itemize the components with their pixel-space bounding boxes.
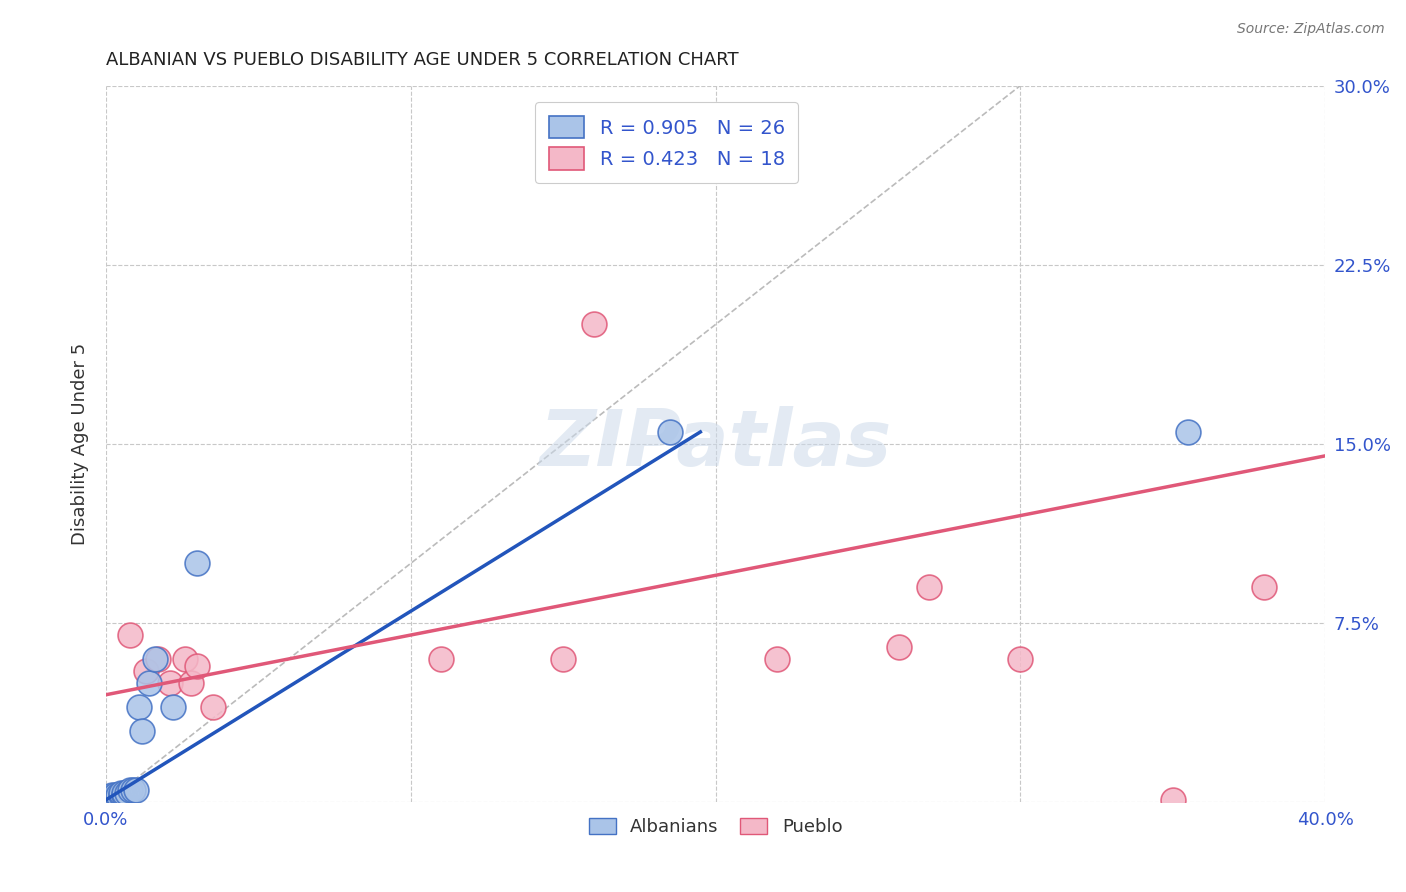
- Point: [110, 786, 132, 800]
- Point: [104, 790, 127, 805]
- Point: [1253, 580, 1275, 594]
- Point: [430, 652, 453, 666]
- Point: [112, 788, 135, 802]
- Point: [135, 664, 157, 678]
- Point: [107, 793, 129, 807]
- Point: [117, 786, 139, 800]
- Point: [131, 723, 153, 738]
- Point: [97, 793, 120, 807]
- Point: [112, 786, 135, 800]
- Point: [918, 580, 941, 594]
- Point: [138, 675, 160, 690]
- Point: [1161, 793, 1184, 807]
- Point: [101, 790, 124, 805]
- Point: [1177, 425, 1199, 439]
- Point: [101, 788, 124, 802]
- Point: [582, 318, 605, 332]
- Text: Source: ZipAtlas.com: Source: ZipAtlas.com: [1237, 22, 1385, 37]
- Point: [122, 783, 145, 797]
- Text: ALBANIAN VS PUEBLO DISABILITY AGE UNDER 5 CORRELATION CHART: ALBANIAN VS PUEBLO DISABILITY AGE UNDER …: [105, 51, 738, 69]
- Point: [143, 652, 166, 666]
- Point: [107, 790, 129, 805]
- Point: [201, 699, 224, 714]
- Point: [553, 652, 575, 666]
- Point: [120, 783, 142, 797]
- Point: [887, 640, 910, 654]
- Point: [186, 557, 208, 571]
- Point: [174, 652, 197, 666]
- Point: [104, 788, 127, 802]
- Point: [97, 790, 120, 805]
- Point: [658, 425, 681, 439]
- Text: ZIPatlas: ZIPatlas: [540, 406, 891, 482]
- Point: [125, 783, 148, 797]
- Y-axis label: Disability Age Under 5: Disability Age Under 5: [72, 343, 89, 545]
- Point: [146, 652, 169, 666]
- Point: [180, 675, 202, 690]
- Point: [159, 675, 181, 690]
- Point: [765, 652, 787, 666]
- Point: [1010, 652, 1032, 666]
- Legend: Albanians, Pueblo: Albanians, Pueblo: [582, 811, 849, 844]
- Point: [104, 793, 127, 807]
- Point: [120, 628, 142, 642]
- Point: [186, 659, 208, 673]
- Point: [107, 788, 129, 802]
- Point: [101, 793, 124, 807]
- Point: [162, 699, 184, 714]
- Point: [128, 699, 150, 714]
- Point: [110, 788, 132, 802]
